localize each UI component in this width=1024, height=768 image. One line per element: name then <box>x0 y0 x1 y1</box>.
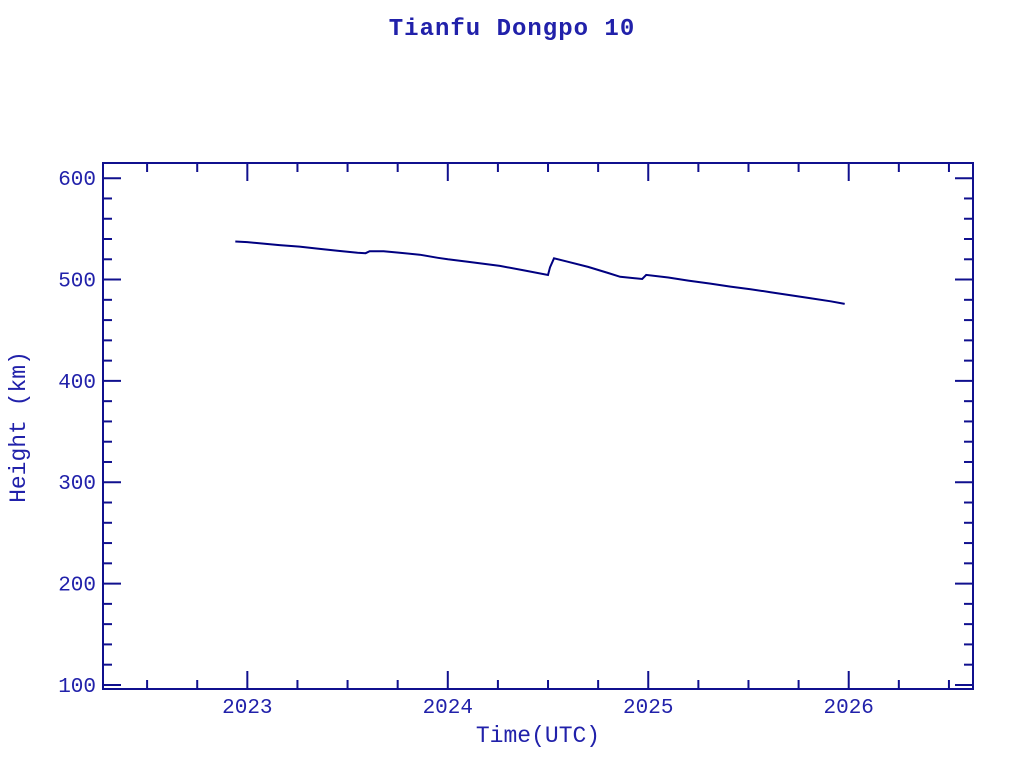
data-line-orbital-height <box>235 240 845 305</box>
x-axis-label: Time(UTC) <box>475 723 601 749</box>
x-tick-label: 2023 <box>222 697 272 720</box>
x-tick-label: 2024 <box>423 697 473 720</box>
axes-frame <box>102 162 974 690</box>
x-tick-label: 2025 <box>623 697 673 720</box>
y-tick-label: 100 <box>58 676 96 699</box>
x-tick-label: 2026 <box>824 697 874 720</box>
chart-title: Tianfu Dongpo 10 <box>388 16 636 43</box>
y-tick-label: 500 <box>58 271 96 294</box>
y-tick-label: 200 <box>58 575 96 598</box>
y-tick-label: 600 <box>58 169 96 192</box>
y-tick-label: 300 <box>58 473 96 496</box>
y-tick-label: 400 <box>58 372 96 395</box>
y-axis-label: Height (km) <box>6 351 32 503</box>
